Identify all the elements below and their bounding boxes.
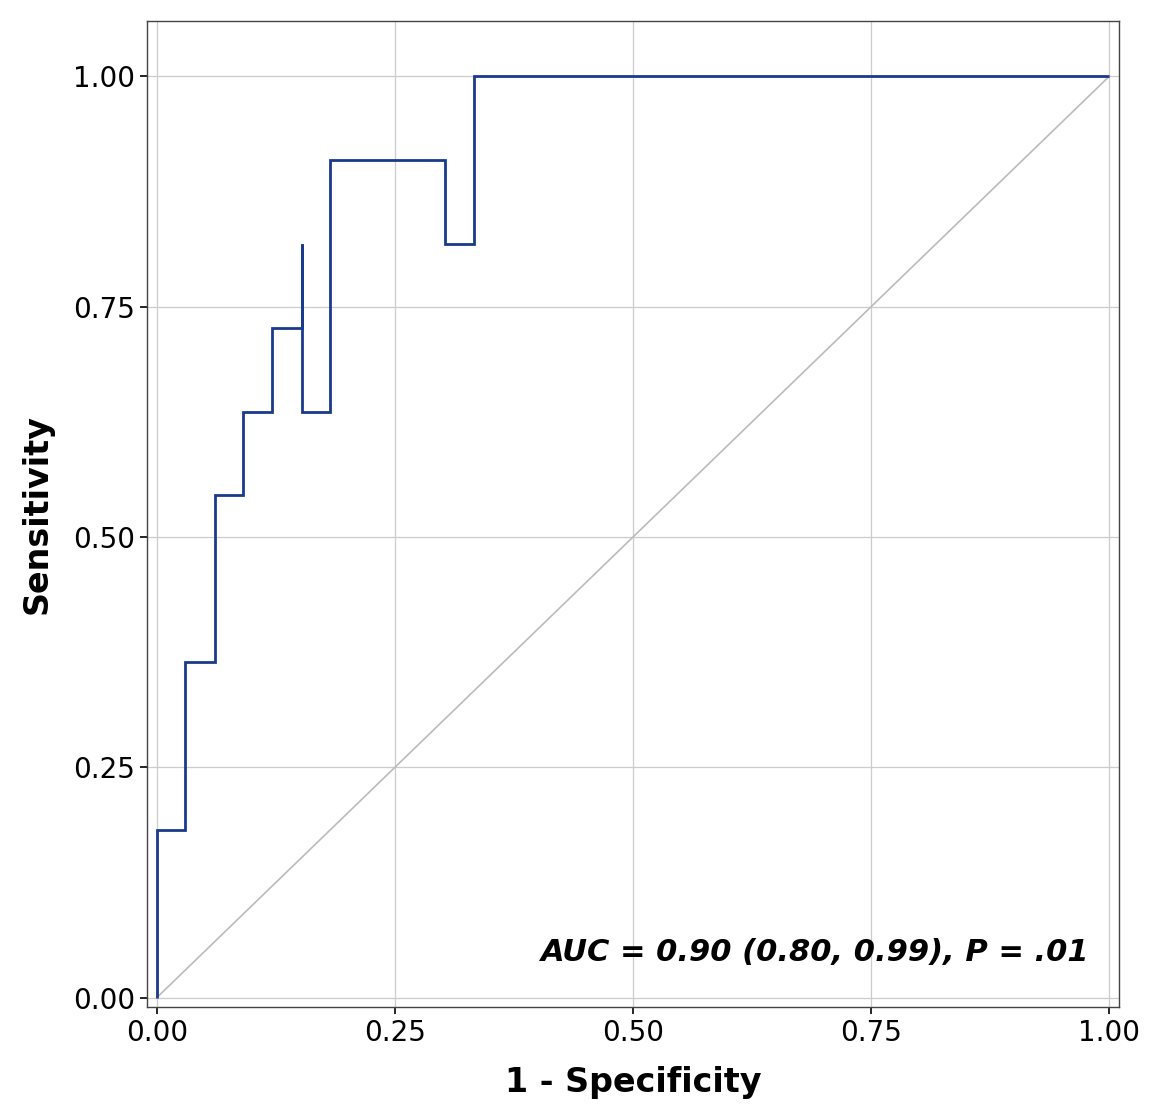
Y-axis label: Sensitivity: Sensitivity [21,414,53,614]
X-axis label: 1 - Specificity: 1 - Specificity [504,1066,761,1099]
Text: AUC = 0.90 (0.80, 0.99), P = .01: AUC = 0.90 (0.80, 0.99), P = .01 [541,939,1090,968]
